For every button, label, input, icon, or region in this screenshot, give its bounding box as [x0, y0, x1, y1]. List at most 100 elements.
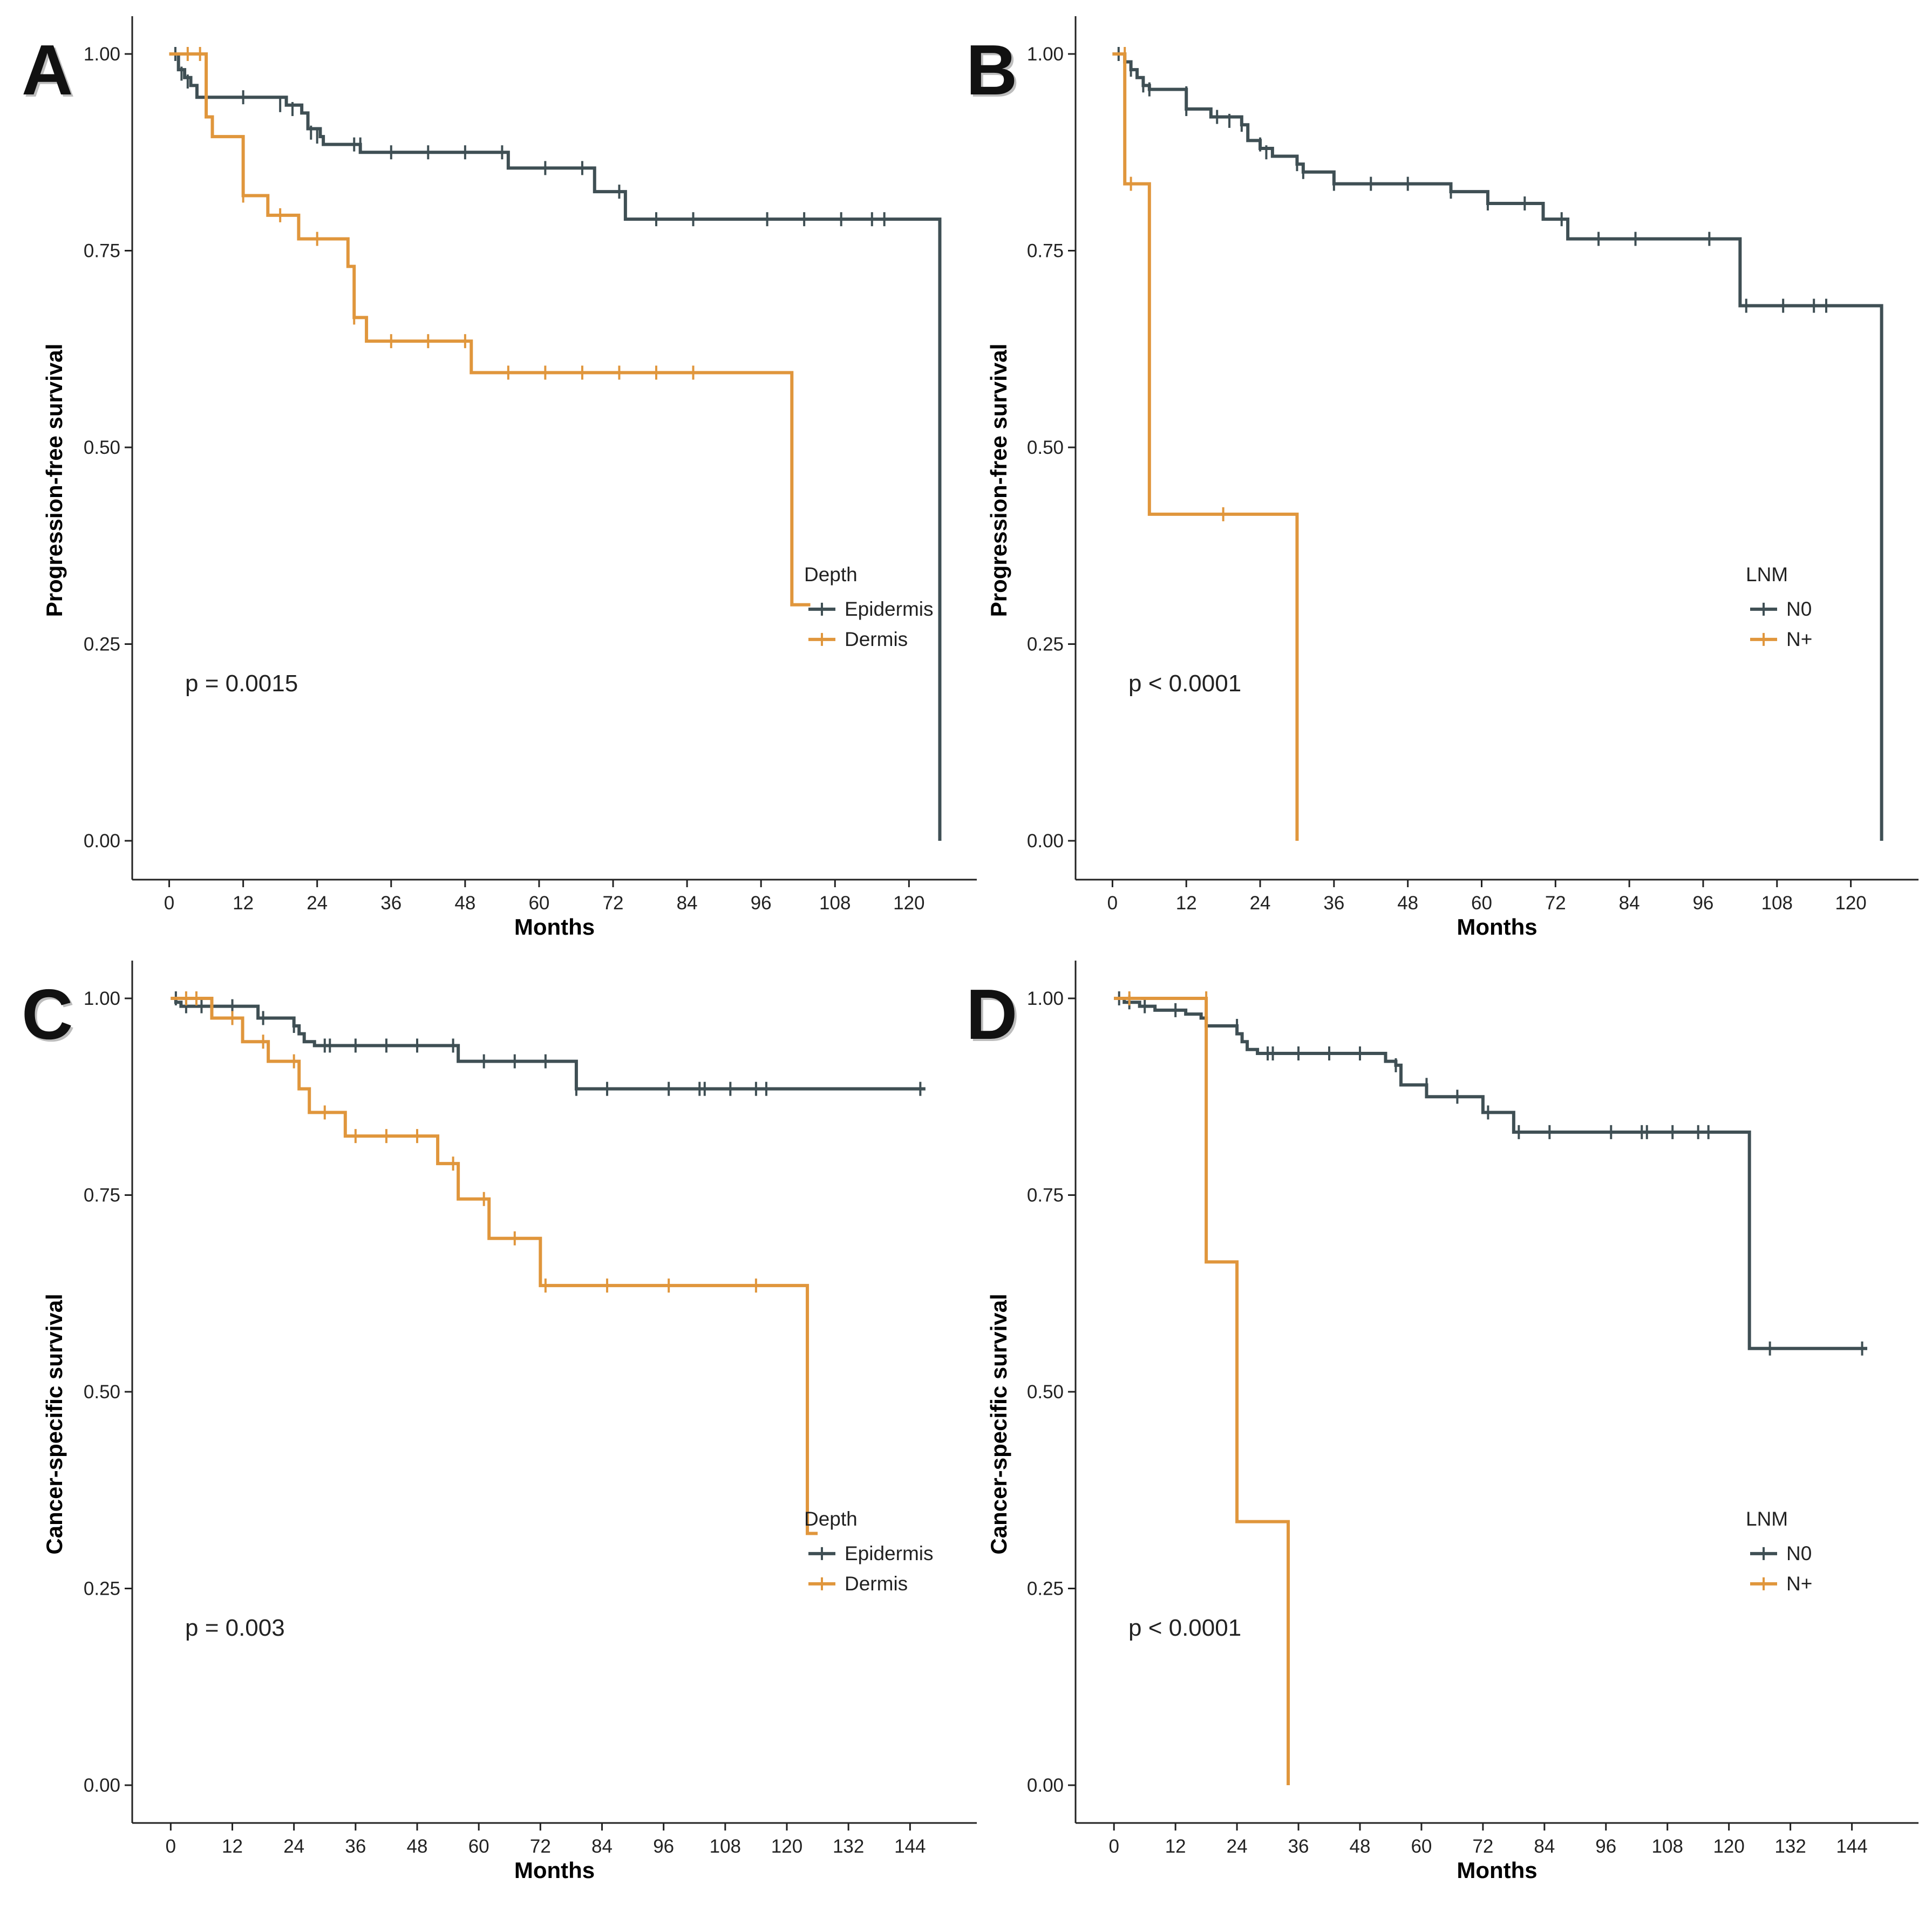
x-tick-label: 0	[1108, 1836, 1119, 1857]
x-tick-label: 12	[1176, 893, 1197, 914]
x-tick-label: 96	[1692, 893, 1713, 914]
legend-label-n-plus: N+	[1786, 1573, 1812, 1595]
x-tick-label: 36	[380, 893, 402, 914]
x-axis-title: Months	[1457, 914, 1537, 940]
y-tick-label: 0.75	[1027, 1185, 1064, 1206]
x-tick-label: 84	[591, 1836, 613, 1857]
y-tick-label: 0.00	[84, 1775, 120, 1796]
y-tick-label: 0.00	[84, 831, 120, 852]
x-tick-label: 24	[1250, 893, 1271, 914]
legend-label-n-plus: N+	[1786, 628, 1812, 650]
panel-letter: B	[966, 30, 1017, 110]
survival-curve-dermis	[171, 997, 818, 1535]
x-tick-label: 84	[1619, 893, 1640, 914]
legend-label-dermis: Dermis	[845, 628, 908, 650]
x-tick-label: 120	[1713, 1836, 1744, 1857]
x-tick-label: 48	[407, 1836, 428, 1857]
x-tick-label: 0	[1107, 893, 1118, 914]
y-tick-label: 0.50	[84, 437, 120, 458]
legend-title: LNM	[1746, 563, 1788, 586]
panel-a: AA0.000.250.500.751.000 12 24 36 48 60 72 84 96 1…	[22, 16, 977, 940]
x-tick-label: 72	[603, 893, 624, 914]
p-value: p = 0.003	[185, 1615, 285, 1641]
y-axis-title: Cancer-specific survival	[42, 1294, 67, 1554]
y-tick-label: 1.00	[84, 988, 120, 1009]
legend-label-n0: N0	[1786, 1542, 1812, 1564]
panel-letter: D	[966, 975, 1017, 1054]
y-tick-label: 0.50	[1027, 1382, 1064, 1403]
y-tick-label: 0.00	[1027, 1775, 1064, 1796]
x-tick-label: 36	[345, 1836, 366, 1857]
x-tick-label: 12	[1165, 1836, 1186, 1857]
y-tick-label: 0.25	[84, 1579, 120, 1600]
y-axis-title: Progression-free survival	[986, 344, 1011, 617]
x-tick-label: 96	[1595, 1836, 1616, 1857]
x-tick-label: 24	[283, 1836, 304, 1857]
panel-d: DD0.000.250.500.751.000 12 24 36 48 60 72 84 96 1…	[966, 961, 1919, 1883]
y-tick-label: 1.00	[1027, 988, 1064, 1009]
x-tick-label: 144	[1836, 1836, 1867, 1857]
survival-curve-epidermis	[171, 997, 926, 1091]
y-tick-label: 1.00	[84, 44, 120, 65]
p-value: p < 0.0001	[1128, 1615, 1241, 1641]
y-tick-label: 0.75	[84, 241, 120, 262]
x-tick-label: 120	[893, 893, 924, 914]
x-tick-label: 60	[528, 893, 549, 914]
panel-c: CC0.000.250.500.751.000 12 24 36 48 60 72 84 96 1…	[22, 961, 977, 1883]
x-tick-label: 24	[307, 893, 328, 914]
x-tick-label: 48	[1397, 893, 1418, 914]
x-tick-label: 60	[1471, 893, 1492, 914]
y-tick-label: 0.00	[1027, 831, 1064, 852]
x-tick-label: 132	[833, 1836, 864, 1857]
x-tick-label: 84	[1534, 1836, 1555, 1857]
x-tick-label: 108	[710, 1836, 741, 1857]
legend-label-epidermis: Epidermis	[845, 598, 934, 620]
y-tick-label: 0.50	[1027, 437, 1064, 458]
legend-title: Depth	[804, 1508, 858, 1530]
panel-b: BB0.000.250.500.751.000 12 24 36 48 60 72 84 96 1…	[966, 16, 1919, 940]
x-tick-label: 132	[1774, 1836, 1806, 1857]
x-tick-label: 48	[454, 893, 475, 914]
x-tick-label: 120	[1835, 893, 1866, 914]
legend-label-epidermis: Epidermis	[845, 1542, 934, 1564]
survival-curve-n0	[1114, 997, 1868, 1350]
x-tick-label: 36	[1288, 1836, 1309, 1857]
x-tick-label: 60	[1411, 1836, 1432, 1857]
y-tick-label: 0.25	[1027, 634, 1064, 655]
x-tick-label: 108	[1761, 893, 1793, 914]
y-tick-label: 1.00	[1027, 44, 1064, 65]
x-tick-label: 12	[222, 1836, 243, 1857]
p-value: p < 0.0001	[1128, 670, 1241, 697]
survival-curve-n0	[1112, 52, 1883, 841]
x-tick-label: 144	[894, 1836, 926, 1857]
x-tick-label: 72	[530, 1836, 551, 1857]
x-tick-label: 108	[1652, 1836, 1683, 1857]
x-tick-label: 60	[468, 1836, 489, 1857]
x-tick-label: 0	[166, 1836, 176, 1857]
panel-letter-shadow: D	[968, 977, 1019, 1056]
y-tick-label: 0.25	[84, 634, 120, 655]
x-tick-label: 84	[677, 893, 698, 914]
y-tick-label: 0.75	[84, 1185, 120, 1206]
x-tick-label: 24	[1227, 1836, 1248, 1857]
y-tick-label: 0.50	[84, 1382, 120, 1403]
x-tick-label: 12	[233, 893, 254, 914]
x-axis-title: Months	[514, 914, 595, 940]
x-axis-title: Months	[1457, 1858, 1537, 1883]
panel-letter-shadow: A	[24, 32, 75, 112]
y-tick-label: 0.25	[1027, 1579, 1064, 1600]
x-tick-label: 36	[1323, 893, 1344, 914]
x-tick-label: 96	[751, 893, 772, 914]
panel-letter: A	[22, 30, 73, 110]
x-axis-title: Months	[514, 1858, 595, 1883]
legend-title: Depth	[804, 563, 858, 586]
panel-letter-shadow: C	[24, 977, 75, 1056]
p-value: p = 0.0015	[185, 670, 298, 697]
x-tick-label: 120	[771, 1836, 802, 1857]
x-tick-label: 72	[1472, 1836, 1493, 1857]
panel-letter-shadow: B	[968, 32, 1019, 112]
survival-curve-n-plus	[1112, 52, 1299, 841]
legend-label-dermis: Dermis	[845, 1573, 908, 1595]
y-axis-title: Progression-free survival	[42, 344, 67, 617]
